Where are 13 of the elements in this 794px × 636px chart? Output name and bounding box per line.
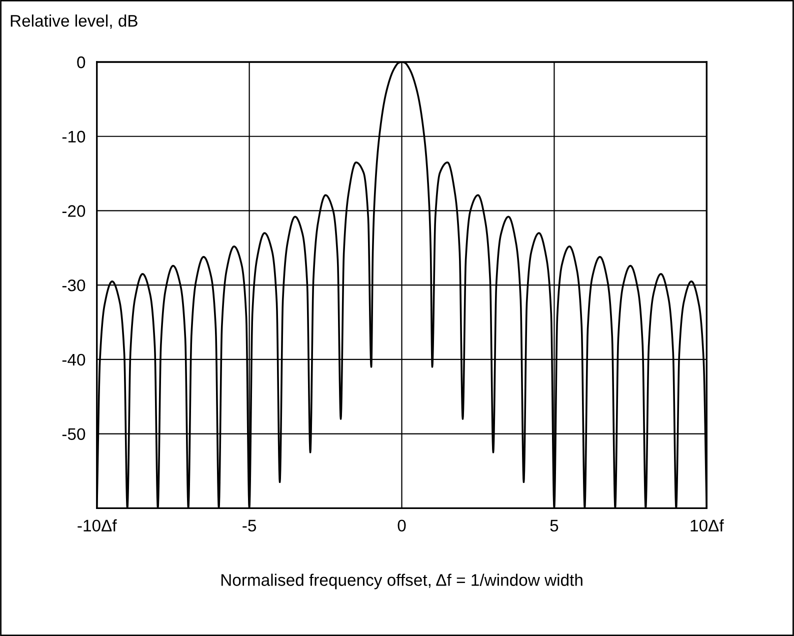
y-tick-label: -50: [62, 428, 86, 440]
x-axis-title: Normalised frequency offset, Δf = 1/window width: [221, 574, 582, 590]
y-tick-label: -30: [62, 279, 86, 292]
y-tick-label: -10: [62, 130, 86, 143]
y-tick-label: -20: [62, 205, 86, 217]
x-tick-label: -5: [242, 520, 256, 532]
y-axis-title: Relative level, dB: [10, 14, 138, 29]
x-tick-label: 0: [398, 520, 406, 532]
y-tick-label: -40: [62, 354, 86, 366]
x-tick-label: 5: [550, 520, 558, 532]
x-tick-label: 10Δf: [690, 519, 724, 532]
x-tick-label: -10Δf: [78, 519, 117, 532]
y-tick-label: 0: [77, 56, 86, 68]
